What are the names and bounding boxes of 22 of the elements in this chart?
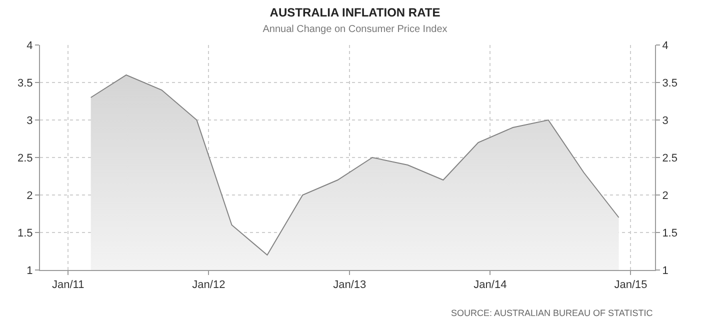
- y-tick-label: 4: [26, 40, 33, 52]
- x-tick-label: Jan/15: [614, 279, 648, 292]
- y2-tick-label: 1: [662, 264, 668, 277]
- x-tick-label: Jan/13: [333, 279, 366, 292]
- chart-subtitle: Annual Change on Consumer Price Index: [262, 24, 448, 35]
- chart-title: AUSTRALIA INFLATION RATE: [270, 5, 440, 20]
- x-tick-label: Jan/12: [192, 279, 226, 292]
- y-tick-label: 2: [26, 190, 33, 202]
- y-tick-label: 2.5: [18, 152, 33, 164]
- y-tick-label: 3: [26, 114, 33, 127]
- y-tick-label: 1.5: [18, 227, 33, 240]
- y2-tick-label: 2.5: [662, 152, 678, 164]
- y2-tick-label: 3: [662, 114, 668, 127]
- y2-tick-label: 3.5: [662, 77, 678, 90]
- source-note: SOURCE: AUSTRALIAN BUREAU OF STATISTIC: [451, 308, 654, 318]
- x-tick-label: Jan/14: [474, 279, 507, 292]
- y-tick-label: 3.5: [18, 77, 33, 90]
- y-tick-label: 1: [26, 264, 33, 277]
- y2-tick-label: 4: [662, 40, 668, 52]
- x-tick-label: Jan/11: [52, 279, 84, 292]
- y2-tick-label: 1.5: [662, 227, 678, 240]
- y2-tick-label: 2: [662, 190, 668, 202]
